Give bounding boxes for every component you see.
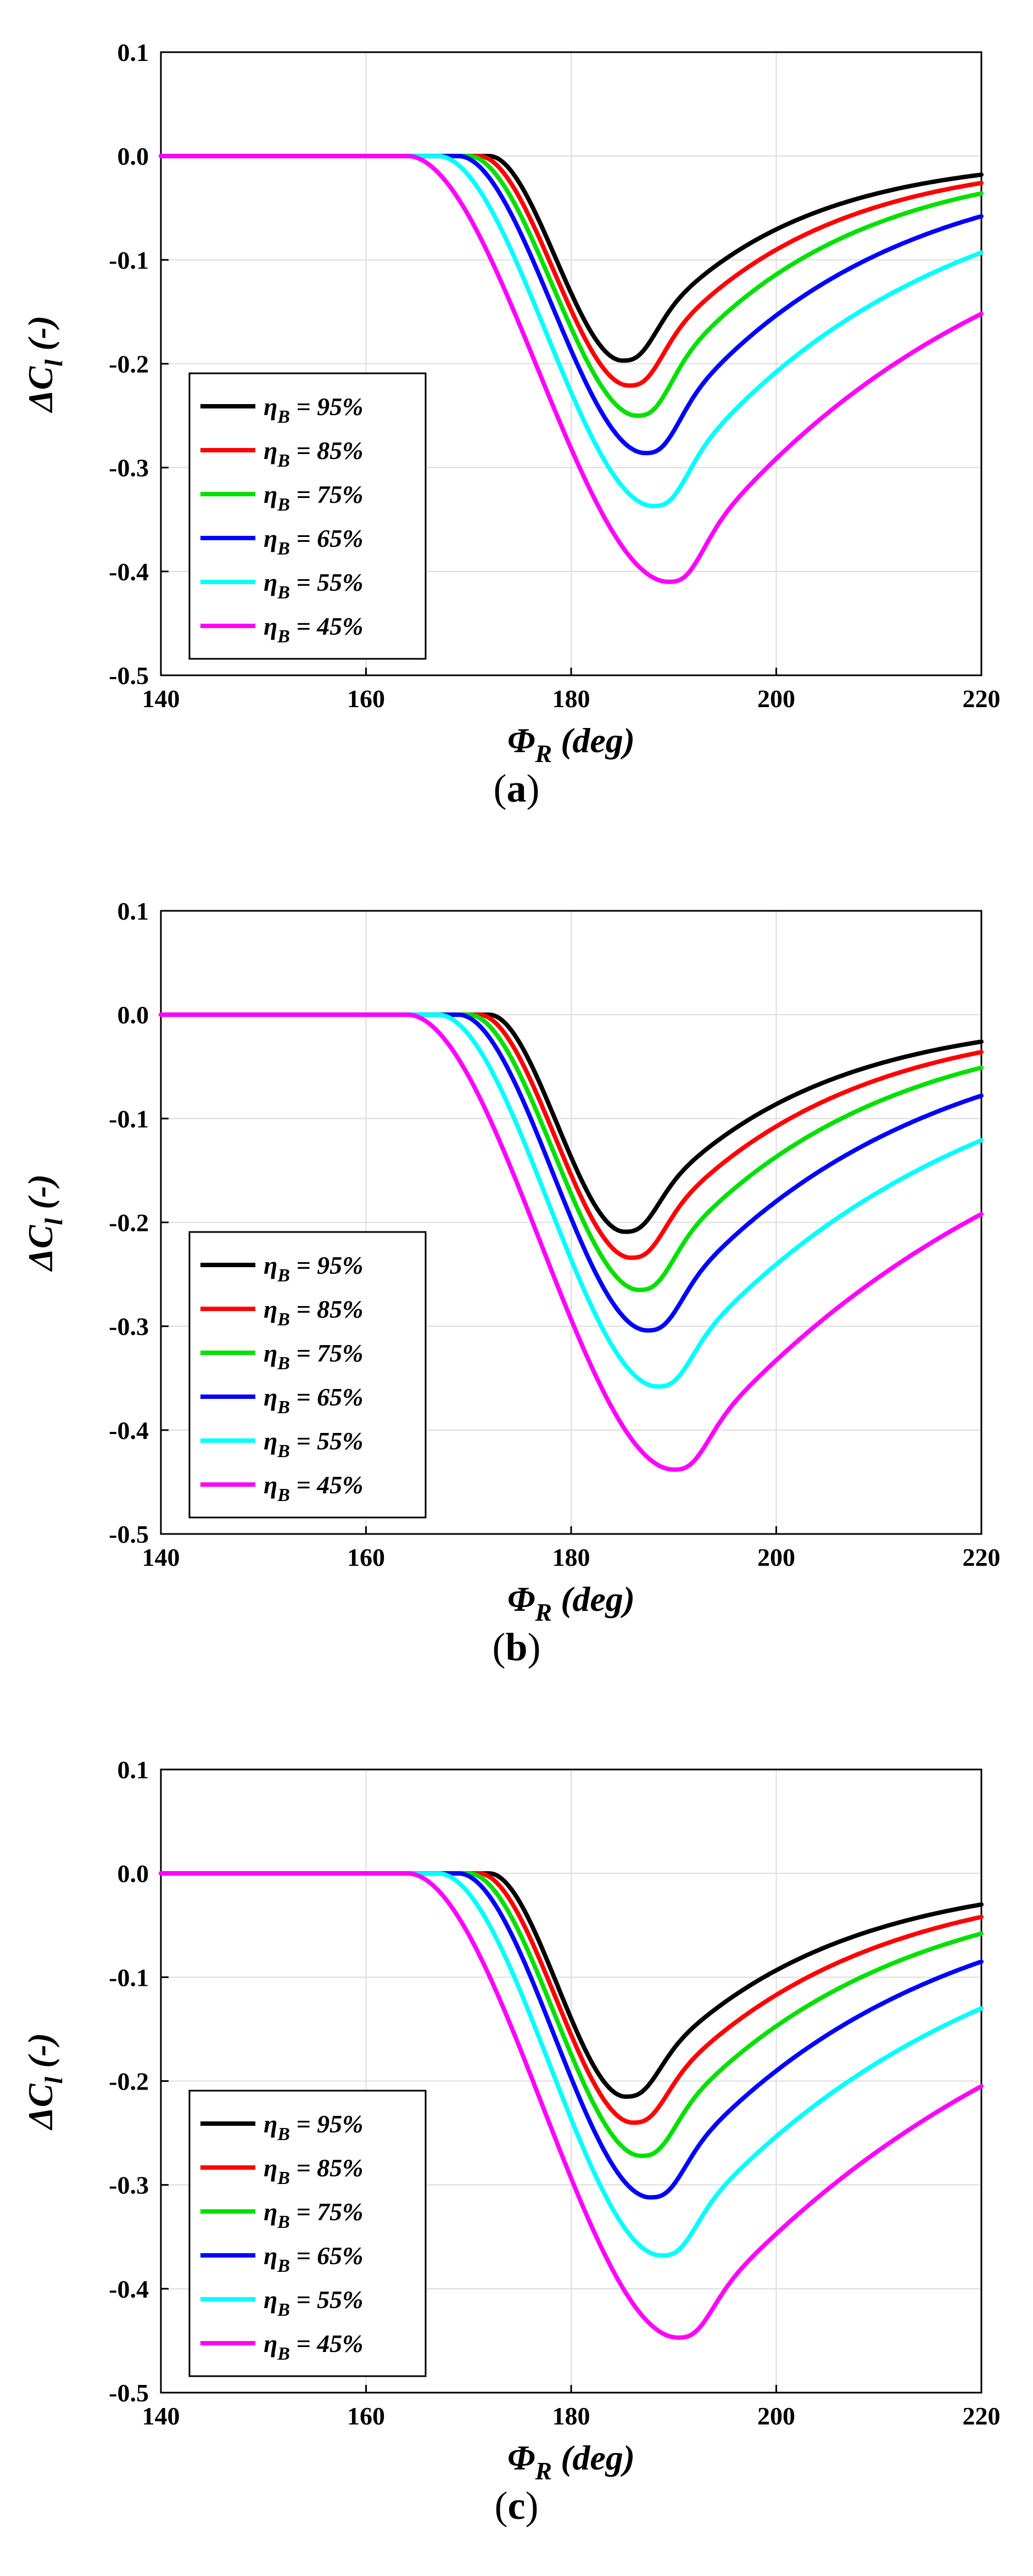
legend-label: ηB = 85% <box>264 1295 363 1330</box>
y-tick-label: -0.5 <box>109 662 149 690</box>
y-tick-label: -0.3 <box>109 454 149 482</box>
legend-label: ηB = 75% <box>264 480 363 515</box>
y-tick-label: -0.1 <box>109 1105 149 1133</box>
y-tick-label: -0.1 <box>109 1963 149 1991</box>
x-tick-label: 140 <box>142 2402 180 2430</box>
y-tick-label: -0.4 <box>109 1416 149 1444</box>
series-line-45 <box>159 1012 984 1472</box>
y-tick-label: 0.0 <box>118 1001 149 1029</box>
chart-svg: 140 160 180 200 220 0.1 0.0 -0.1 -0.2 -0.3 -0.4 -0.… <box>21 1756 1001 2485</box>
x-axis-label: ΦR (deg) <box>507 2438 635 2485</box>
x-tick-label: 180 <box>552 685 590 713</box>
x-tick-label: 140 <box>142 1543 180 1571</box>
series-line-45 <box>159 154 984 584</box>
chart-svg: 140 160 180 200 220 0.1 0.0 -0.1 -0.2 -0.3 -0.4 -0.… <box>21 897 1001 1626</box>
series-line-45 <box>159 1871 984 2340</box>
y-tick-label: -0.4 <box>109 558 149 586</box>
legend-box <box>188 2090 427 2377</box>
y-tick-label: 0.1 <box>118 897 149 925</box>
legend-label: ηB = 95% <box>264 2110 363 2144</box>
x-axis-label: ΦR (deg) <box>507 1580 635 1626</box>
legend-label: ηB = 85% <box>264 2154 363 2188</box>
chart-panel-a: 140 160 180 200 220 0.1 0.0 -0.1 -0.2 -0.3 -0.4 -0.… <box>0 0 1033 859</box>
legend-box <box>188 1231 427 1519</box>
y-axis-label: ΔCl (-) <box>21 2033 68 2131</box>
y-tick-label: -0.5 <box>109 1520 149 1548</box>
legend-label: ηB = 65% <box>264 524 363 559</box>
panel-caption: (a) <box>493 766 540 810</box>
y-tick-label: 0.1 <box>118 1756 149 1784</box>
legend-box <box>188 372 427 660</box>
panel-caption: (b) <box>492 1625 541 1669</box>
y-tick-label: 0.0 <box>118 1860 149 1888</box>
legend-label: ηB = 65% <box>264 1383 363 1418</box>
y-tick-label: -0.2 <box>109 2068 149 2096</box>
x-tick-label: 200 <box>757 1543 795 1571</box>
legend-label: ηB = 75% <box>264 2198 363 2232</box>
y-tick-label: 0.0 <box>118 142 149 170</box>
x-tick-label: 220 <box>963 1543 1001 1571</box>
x-tick-label: 200 <box>757 685 795 713</box>
y-tick-label: -0.2 <box>109 1209 149 1237</box>
chart-panel-b: 140 160 180 200 220 0.1 0.0 -0.1 -0.2 -0.3 -0.4 -0.… <box>0 859 1033 1717</box>
x-tick-label: 180 <box>552 1543 590 1571</box>
legend-label: ηB = 55% <box>264 568 363 603</box>
x-tick-label: 220 <box>963 685 1001 713</box>
x-tick-label: 180 <box>552 2402 590 2430</box>
x-tick-label: 160 <box>347 1543 385 1571</box>
y-axis-label: ΔCl (-) <box>21 1174 68 1273</box>
chart-panel-c: 140 160 180 200 220 0.1 0.0 -0.1 -0.2 -0.3 -0.4 -0.… <box>0 1717 1033 2576</box>
chart-svg: 140 160 180 200 220 0.1 0.0 -0.1 -0.2 -0.3 -0.4 -0.… <box>21 38 1001 768</box>
y-tick-label: -0.5 <box>109 2379 149 2407</box>
y-tick-label: -0.4 <box>109 2275 149 2303</box>
x-tick-label: 160 <box>347 685 385 713</box>
y-axis-label: ΔCl (-) <box>21 316 68 414</box>
y-tick-label: -0.2 <box>109 350 149 378</box>
legend-label: ηB = 45% <box>264 2329 363 2364</box>
y-tick-label: -0.3 <box>109 2171 149 2199</box>
x-tick-label: 220 <box>963 2402 1001 2430</box>
x-tick-label: 160 <box>347 2402 385 2430</box>
y-tick-label: -0.3 <box>109 1313 149 1341</box>
y-tick-label: -0.1 <box>109 246 149 274</box>
legend-label: ηB = 65% <box>264 2242 363 2276</box>
legend-label: ηB = 75% <box>264 1339 363 1374</box>
legend-label: ηB = 45% <box>264 612 363 647</box>
legend-label: ηB = 55% <box>264 2286 363 2320</box>
x-tick-label: 200 <box>757 2402 795 2430</box>
legend-label: ηB = 95% <box>264 1251 363 1286</box>
legend-label: ηB = 95% <box>264 393 363 427</box>
legend-label: ηB = 45% <box>264 1471 363 1505</box>
x-tick-label: 140 <box>142 685 180 713</box>
legend-label: ηB = 85% <box>264 436 363 471</box>
panel-caption: (c) <box>494 2484 539 2528</box>
legend-label: ηB = 55% <box>264 1427 363 1461</box>
y-tick-label: 0.1 <box>118 38 149 66</box>
x-axis-label: ΦR (deg) <box>507 721 635 768</box>
